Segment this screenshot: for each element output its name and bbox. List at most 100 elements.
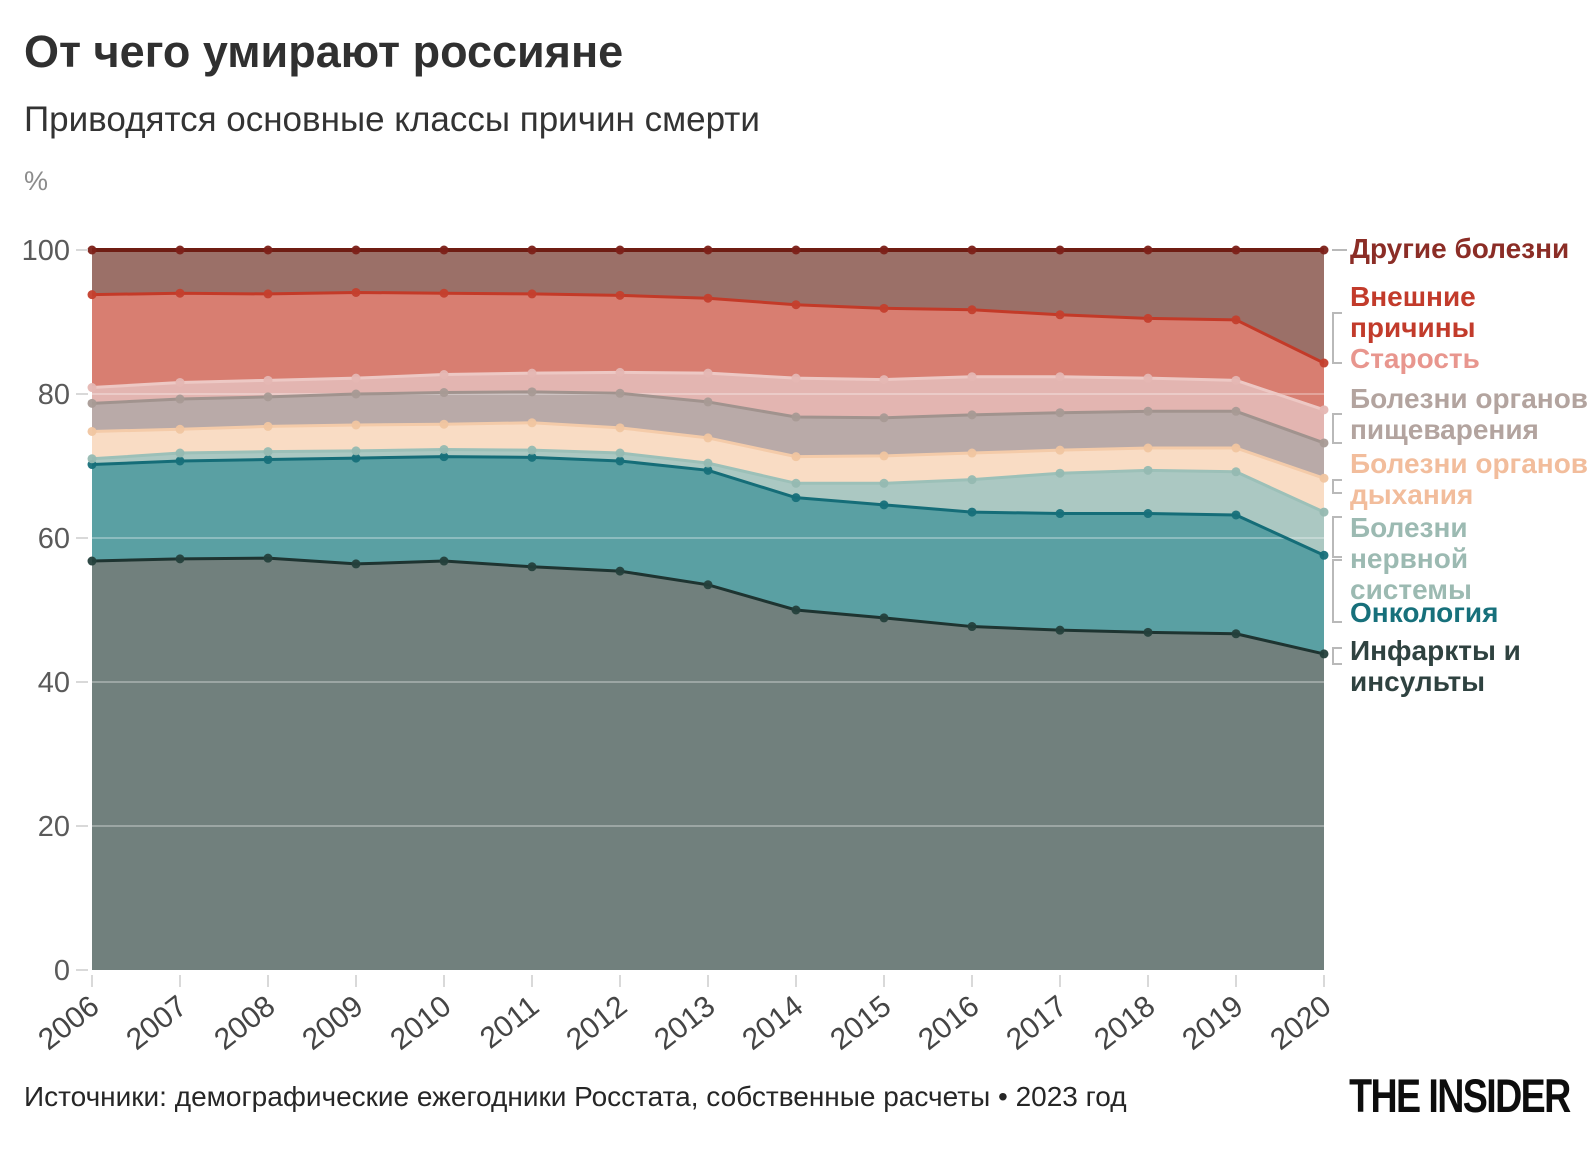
legend-connector-2: [1332, 413, 1342, 444]
dot-oncology-2013: [703, 465, 713, 475]
y-axis-label-20: 20: [38, 811, 70, 843]
page-title: От чего умирают россияне: [24, 26, 624, 77]
dot-old-age-2007: [175, 377, 185, 387]
dot-external-causes-2013: [703, 293, 713, 303]
dot-heart-attacks-strokes-2012: [615, 566, 625, 576]
dot-respiratory-diseases-2016: [967, 448, 977, 458]
dot-respiratory-diseases-2014: [791, 452, 801, 462]
area-oncology: [92, 456, 1324, 654]
legend-label-external-causes: Внешние причины: [1350, 281, 1476, 343]
dot-other-diseases-2013: [703, 245, 713, 255]
dot-old-age-2008: [263, 375, 273, 385]
dot-other-diseases-2010: [439, 245, 449, 255]
dot-heart-attacks-strokes-2020: [1319, 649, 1329, 659]
dot-respiratory-diseases-2019: [1231, 443, 1241, 453]
dot-nervous-system-diseases-2014: [791, 478, 801, 488]
y-axis-label-100: 100: [22, 235, 70, 267]
dot-other-diseases-2016: [967, 245, 977, 255]
dot-respiratory-diseases-2012: [615, 423, 625, 433]
dot-respiratory-diseases-2010: [439, 419, 449, 429]
dot-heart-attacks-strokes-2016: [967, 622, 977, 632]
dot-old-age-2009: [351, 373, 361, 383]
dot-old-age-2017: [1055, 372, 1065, 382]
dot-other-diseases-2009: [351, 245, 361, 255]
legend-connector-6: [1332, 647, 1342, 665]
dot-heart-attacks-strokes-2011: [527, 562, 537, 572]
dot-nervous-system-diseases-2009: [351, 446, 361, 456]
dot-heart-attacks-strokes-2014: [791, 605, 801, 615]
the-insider-logo: THE INSIDER: [1349, 1069, 1571, 1122]
legend-label-oncology: Онкология: [1350, 597, 1499, 628]
dot-external-causes-2008: [263, 289, 273, 299]
x-axis-label-2014: 2014: [736, 990, 809, 1057]
dot-digestive-diseases-2018: [1143, 406, 1153, 416]
legend-connector-1: [1332, 312, 1342, 364]
x-axis-label-2015: 2015: [824, 990, 897, 1057]
dot-other-diseases-2020: [1319, 245, 1329, 255]
legend-label-respiratory-diseases: Болезни органов дыхания: [1350, 448, 1589, 510]
dot-respiratory-diseases-2007: [175, 424, 185, 434]
dot-digestive-diseases-2016: [967, 410, 977, 420]
dot-external-causes-2020: [1319, 358, 1329, 368]
x-axis-label-2018: 2018: [1088, 990, 1161, 1057]
dot-other-diseases-2018: [1143, 245, 1153, 255]
dot-external-causes-2012: [615, 290, 625, 300]
dot-external-causes-2011: [527, 289, 537, 299]
legend-label-old-age: Старость: [1350, 343, 1480, 374]
dot-respiratory-diseases-2015: [879, 451, 889, 461]
dot-digestive-diseases-2015: [879, 413, 889, 423]
legend-connector-4: [1332, 516, 1342, 558]
dot-old-age-2013: [703, 368, 713, 378]
dot-oncology-2016: [967, 507, 977, 517]
x-axis-label-2019: 2019: [1176, 990, 1249, 1057]
dot-nervous-system-diseases-2017: [1055, 468, 1065, 478]
dot-respiratory-diseases-2017: [1055, 445, 1065, 455]
dot-old-age-2016: [967, 372, 977, 382]
dot-respiratory-diseases-2008: [263, 421, 273, 431]
dot-old-age-2015: [879, 375, 889, 385]
dot-old-age-2014: [791, 373, 801, 383]
x-axis-label-2013: 2013: [648, 990, 721, 1057]
dot-respiratory-diseases-2020: [1319, 473, 1329, 483]
y-axis-label-60: 60: [38, 523, 70, 555]
dot-external-causes-2010: [439, 288, 449, 298]
x-axis-label-2009: 2009: [296, 990, 369, 1057]
legend-connector-3: [1332, 479, 1342, 494]
area-heart-attacks-strokes: [92, 558, 1324, 970]
dot-digestive-diseases-2017: [1055, 408, 1065, 418]
dot-other-diseases-2017: [1055, 245, 1065, 255]
dot-heart-attacks-strokes-2018: [1143, 627, 1153, 637]
dot-other-diseases-2007: [175, 245, 185, 255]
dot-external-causes-2014: [791, 300, 801, 310]
dot-oncology-2019: [1231, 510, 1241, 520]
dot-heart-attacks-strokes-2019: [1231, 629, 1241, 639]
dot-external-causes-2018: [1143, 313, 1153, 323]
dot-oncology-2012: [615, 456, 625, 466]
dot-heart-attacks-strokes-2007: [175, 554, 185, 564]
dot-nervous-system-diseases-2010: [439, 444, 449, 454]
dot-respiratory-diseases-2011: [527, 418, 537, 428]
dot-external-causes-2016: [967, 305, 977, 315]
dot-nervous-system-diseases-2015: [879, 478, 889, 488]
dot-heart-attacks-strokes-2013: [703, 580, 713, 590]
dot-digestive-diseases-2020: [1319, 438, 1329, 448]
y-axis-label-0: 0: [54, 955, 70, 987]
dot-other-diseases-2012: [615, 245, 625, 255]
area-old-age: [92, 372, 1324, 443]
x-axis-label-2006: 2006: [32, 990, 105, 1057]
dot-oncology-2020: [1319, 550, 1329, 560]
dot-oncology-2007: [175, 456, 185, 466]
legend-connector-5: [1332, 559, 1342, 623]
dot-digestive-diseases-2007: [175, 394, 185, 404]
dot-other-diseases-2006: [87, 245, 97, 255]
dot-heart-attacks-strokes-2015: [879, 613, 889, 623]
x-axis-label-2017: 2017: [1000, 990, 1073, 1057]
dot-nervous-system-diseases-2006: [87, 454, 97, 464]
dot-old-age-2012: [615, 367, 625, 377]
area-external-causes: [92, 292, 1324, 410]
dot-old-age-2018: [1143, 373, 1153, 383]
dot-heart-attacks-strokes-2008: [263, 553, 273, 563]
dot-nervous-system-diseases-2007: [175, 448, 185, 458]
dot-respiratory-diseases-2013: [703, 433, 713, 443]
